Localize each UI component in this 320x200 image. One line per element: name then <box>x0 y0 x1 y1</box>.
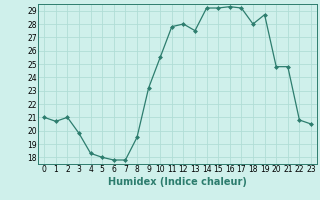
X-axis label: Humidex (Indice chaleur): Humidex (Indice chaleur) <box>108 177 247 187</box>
